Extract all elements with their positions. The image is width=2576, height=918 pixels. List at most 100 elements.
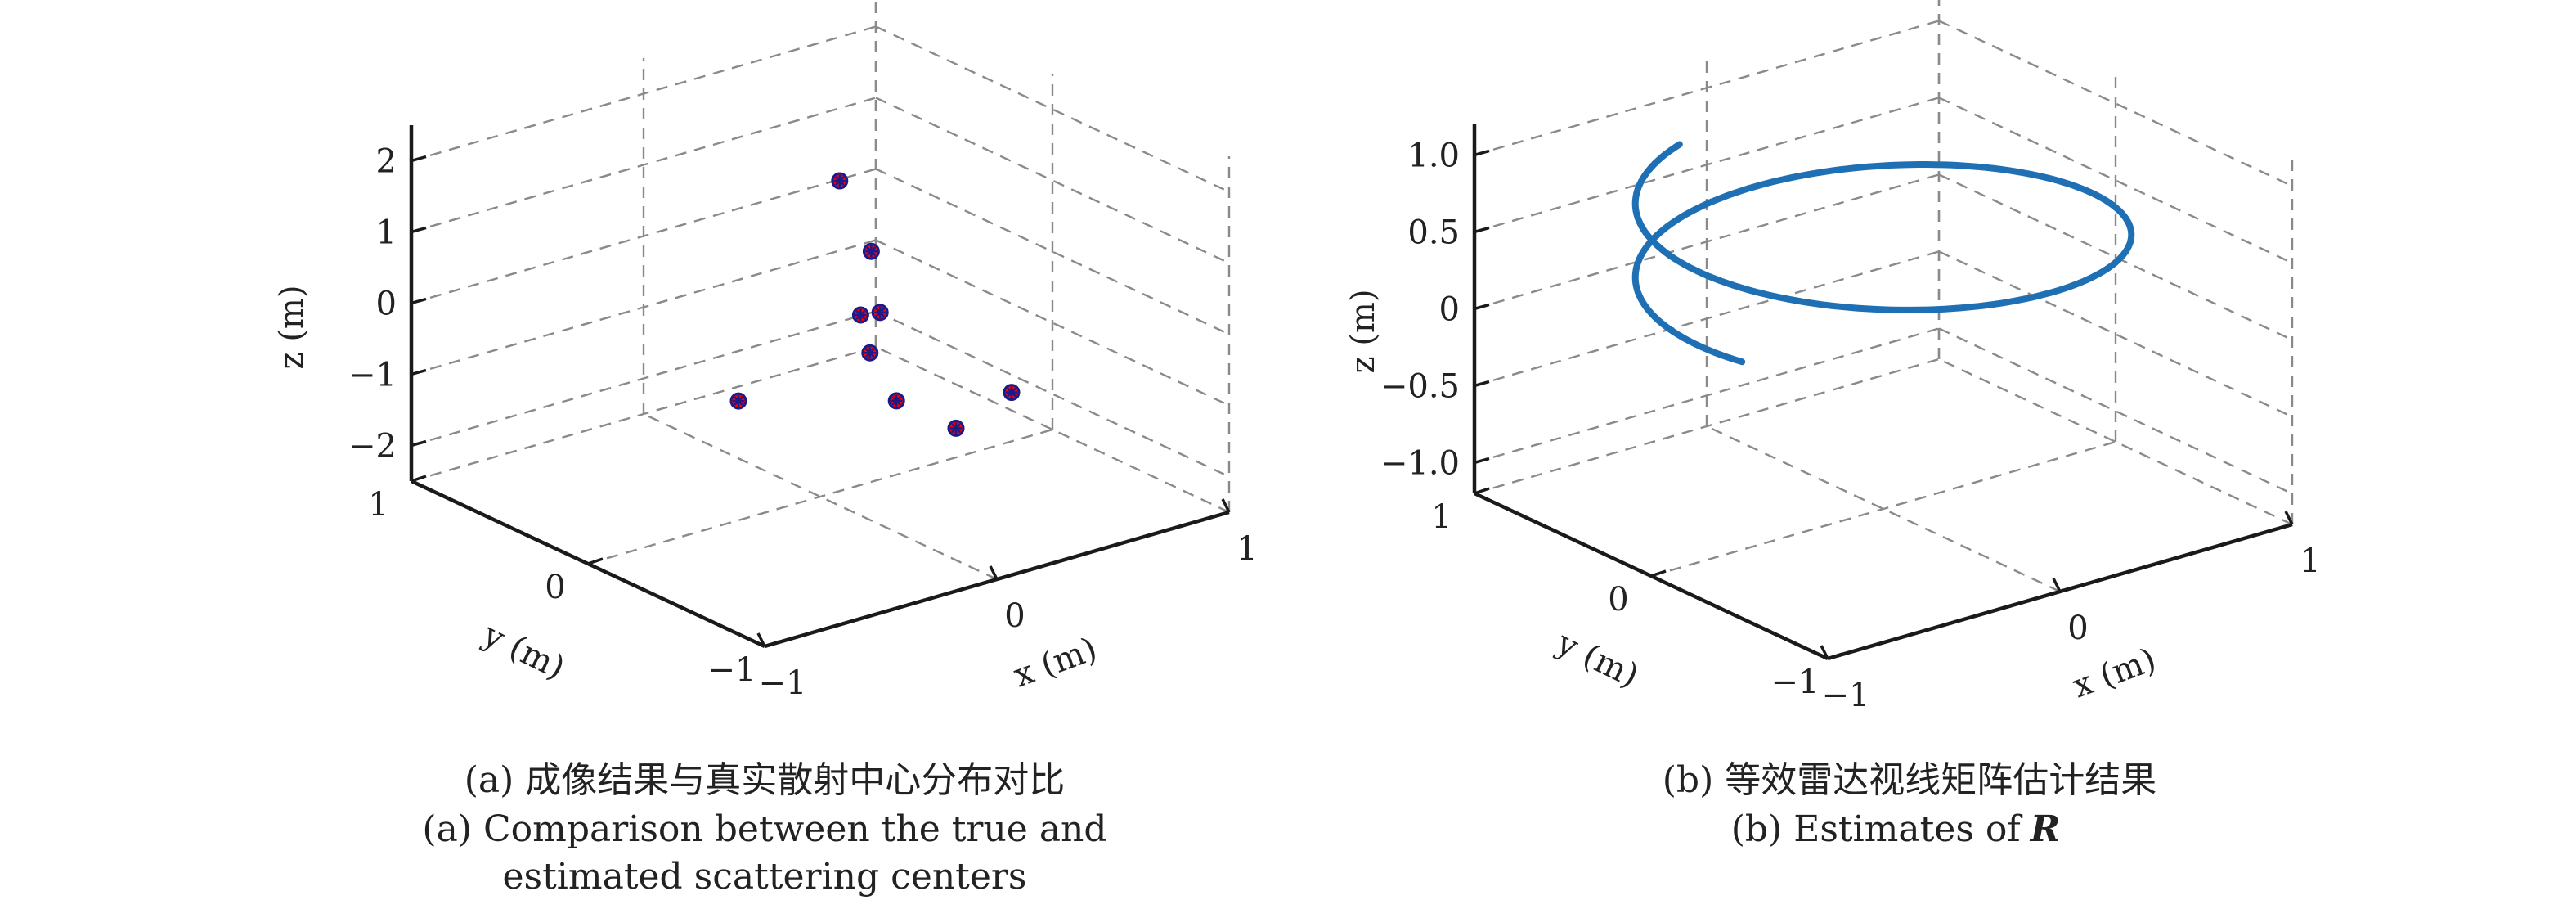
x-tick-label: 1: [2300, 542, 2320, 580]
y-tick: [587, 557, 604, 565]
panel-a-xlabel: x (m): [1009, 630, 1102, 695]
panel-b-axes: [1472, 124, 2293, 661]
helix-series-line: [1631, 141, 2135, 366]
z-tick-label: −1: [348, 357, 397, 394]
z-tick-label: 1.0: [1407, 137, 1460, 174]
grid-line: [587, 428, 1053, 565]
grid-line: [875, 97, 1230, 264]
y-tick-label: 1: [1431, 498, 1452, 536]
y-tick: [411, 475, 427, 483]
panel-a-axes: [409, 125, 1230, 649]
grid-line: [1938, 250, 2293, 418]
z-tick: [1474, 380, 1490, 388]
grid-line: [411, 168, 877, 304]
y-tick: [1650, 569, 1667, 578]
panel-a-caption-cn: (a) 成像结果与真实散射中心分布对比: [464, 759, 1066, 801]
panel-a-zlabel: z (m): [273, 286, 311, 370]
panel-b-ticks: −1 0 1 −1 0 1 1.0 0.5 0 −0.5 −1.0: [1380, 137, 2321, 714]
grid-line: [875, 310, 1230, 478]
y-tick-label: 0: [545, 569, 565, 606]
grid-line: [1938, 327, 2293, 495]
scatter-point: [862, 242, 880, 260]
z-tick-label: −2: [348, 428, 397, 466]
grid-line: [875, 345, 1230, 514]
grid-line: [1706, 425, 2061, 593]
grid-line: [1474, 97, 1940, 233]
scatter-point: [861, 344, 879, 362]
z-tick-label: −1.0: [1380, 444, 1460, 482]
z-tick-label: 0.5: [1407, 214, 1460, 251]
scatter-point: [871, 304, 889, 322]
grid-line: [875, 25, 1230, 193]
scatter-point: [851, 306, 869, 324]
panel-b-caption-en: (b) Estimates of R: [1731, 808, 2061, 850]
grid-line: [1938, 20, 2293, 187]
panel-a-ylabel: y (m): [477, 615, 571, 687]
y-tick: [1827, 652, 1843, 660]
grid-line: [1938, 173, 2293, 341]
x-tick-label: 1: [1236, 530, 1257, 568]
x-tick-label: −1: [759, 664, 807, 702]
x-tick: [2284, 511, 2294, 525]
grid-line: [1474, 250, 1940, 387]
x-tick: [1820, 645, 1829, 659]
grid-line: [875, 168, 1230, 335]
z-tick-label: 2: [376, 143, 397, 181]
z-tick-label: 0: [376, 286, 397, 323]
x-tick-label: 0: [2067, 610, 2088, 647]
y-tick-label: 0: [1608, 581, 1628, 619]
panel-b-xlabel: x (m): [2068, 641, 2161, 705]
scatter-point: [887, 392, 905, 410]
grid-line: [1650, 440, 2116, 578]
grid-line: [1938, 358, 2293, 526]
z-tick: [1474, 226, 1490, 234]
grid-line: [411, 239, 877, 376]
x-tick-label: 0: [1004, 597, 1025, 635]
x-tick: [989, 565, 999, 580]
panel-b-caption-en-prefix: (b) Estimates of: [1731, 808, 2023, 850]
grid-line: [1474, 358, 1940, 495]
x-tick: [756, 632, 766, 647]
grid-line: [1474, 173, 1940, 310]
scatter-point: [729, 392, 747, 410]
panel-a-ticks: −1 0 1 −1 0 1 2 1 0 −1 −2: [348, 143, 1258, 703]
scatter-point: [1003, 384, 1021, 402]
panel-a-points: [729, 172, 1021, 437]
panel-b-ylabel: y (m): [1551, 623, 1645, 695]
panel-b-caption-en-symbol: R: [2029, 808, 2061, 850]
grid-line: [1474, 20, 1940, 156]
z-tick: [411, 439, 427, 448]
grid-line: [1474, 327, 1940, 464]
y-tick: [764, 640, 780, 648]
x-tick: [1221, 498, 1231, 513]
grid-line: [411, 345, 877, 483]
y-tick-label: 1: [368, 486, 388, 524]
y-tick-label: −1: [708, 651, 756, 689]
grid-line: [643, 412, 998, 581]
z-tick: [411, 226, 427, 234]
z-tick: [411, 297, 427, 305]
z-tick: [411, 368, 427, 376]
z-tick-label: 1: [376, 214, 397, 252]
panel-b-curve: [1631, 141, 2135, 366]
grid-line: [1938, 97, 2293, 264]
z-tick: [1474, 457, 1490, 465]
grid-line: [411, 310, 877, 447]
x-tick-label: −1: [1822, 677, 1870, 714]
panel-b-line-3d: −1 0 1 −1 0 1 1.0 0.5 0 −0.5 −1.0 x (m) y (m) z (m…: [1344, 0, 2321, 850]
scatter-point: [947, 419, 965, 437]
z-tick: [1474, 303, 1490, 311]
panel-a-scatter-3d: −1 0 1 −1 0 1 2 1 0 −1 −2 x (m) y (m) z (m) (a) 成像…: [273, 0, 1258, 898]
z-tick-label: −0.5: [1380, 367, 1460, 405]
grid-line: [411, 25, 877, 162]
z-tick-label: 0: [1439, 290, 1460, 328]
panel-b-zlabel: z (m): [1344, 290, 1382, 374]
scatter-point: [831, 172, 849, 190]
y-tick-label: −1: [1771, 664, 1820, 701]
grid-line: [875, 239, 1230, 407]
panel-b-caption-cn: (b) 等效雷达视线矩阵估计结果: [1663, 759, 2156, 801]
panel-a-caption-en-line2: estimated scattering centers: [502, 856, 1026, 898]
panel-a-caption-en-line1: (a) Comparison between the true and: [422, 808, 1106, 850]
y-tick: [1474, 487, 1490, 495]
